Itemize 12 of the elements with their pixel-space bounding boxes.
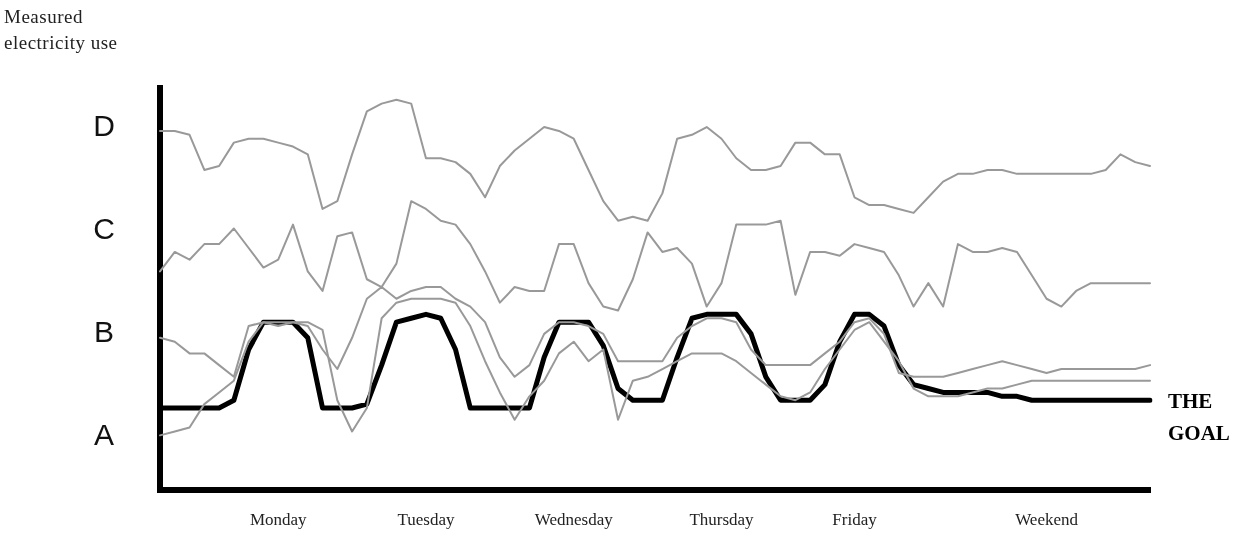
text: A [93,418,115,452]
x-tick-label: Wednesday [534,509,614,529]
text: B [93,315,115,349]
x-tick-label: Weekend [1015,509,1079,529]
y-axis-title: Measured electricity use [4,5,119,55]
x-tick-label: Monday [249,509,308,529]
series-label: THE GOAL [1168,388,1230,445]
x-tick-label: Friday [832,509,878,529]
text: D [93,109,115,143]
x-tick-label: Tuesday [397,509,455,529]
text: C [93,212,115,246]
x-tick-label: Thursday [689,509,755,529]
